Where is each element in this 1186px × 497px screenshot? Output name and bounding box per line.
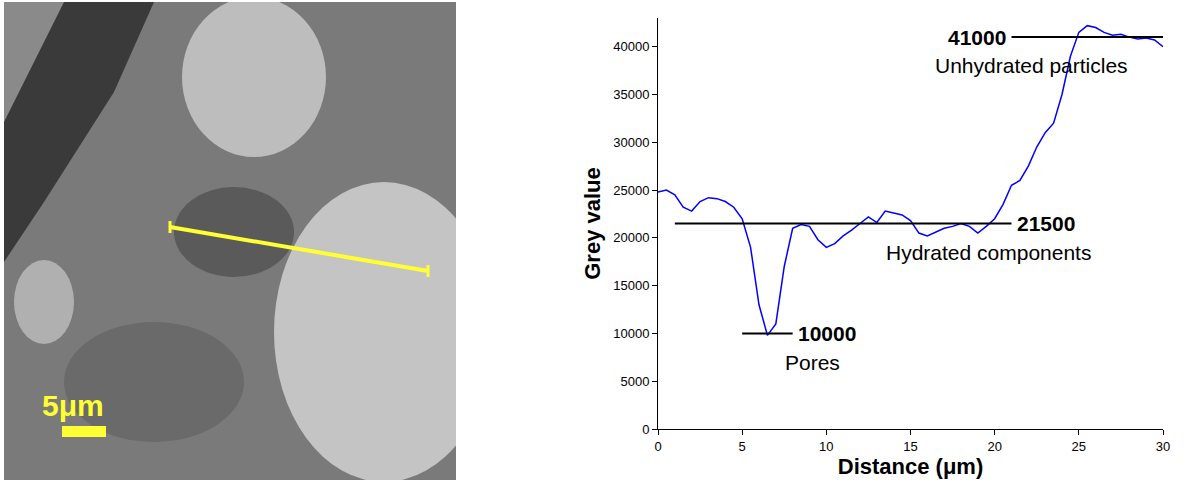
svg-text:35000: 35000 — [613, 87, 649, 102]
svg-text:5μm: 5μm — [42, 389, 104, 422]
svg-text:Distance (μm): Distance (μm) — [838, 454, 984, 479]
svg-text:0: 0 — [642, 422, 649, 437]
svg-text:21500: 21500 — [1017, 212, 1075, 235]
svg-text:20000: 20000 — [613, 230, 649, 245]
svg-text:30: 30 — [1156, 439, 1170, 454]
svg-text:Unhydrated particles: Unhydrated particles — [935, 54, 1128, 77]
svg-text:10000: 10000 — [798, 322, 856, 345]
svg-text:Grey value: Grey value — [580, 167, 605, 280]
svg-text:25000: 25000 — [613, 183, 649, 198]
svg-text:10: 10 — [819, 439, 833, 454]
svg-text:20: 20 — [987, 439, 1001, 454]
svg-text:41000: 41000 — [948, 26, 1006, 49]
svg-text:40000: 40000 — [613, 39, 649, 54]
svg-text:0: 0 — [654, 439, 661, 454]
svg-text:30000: 30000 — [613, 135, 649, 150]
svg-text:Hydrated components: Hydrated components — [886, 241, 1091, 264]
svg-text:15000: 15000 — [613, 278, 649, 293]
svg-text:25: 25 — [1072, 439, 1086, 454]
svg-text:5000: 5000 — [620, 374, 649, 389]
svg-text:Pores: Pores — [785, 351, 840, 374]
svg-text:15: 15 — [903, 439, 917, 454]
svg-text:10000: 10000 — [613, 326, 649, 341]
svg-text:5: 5 — [739, 439, 746, 454]
